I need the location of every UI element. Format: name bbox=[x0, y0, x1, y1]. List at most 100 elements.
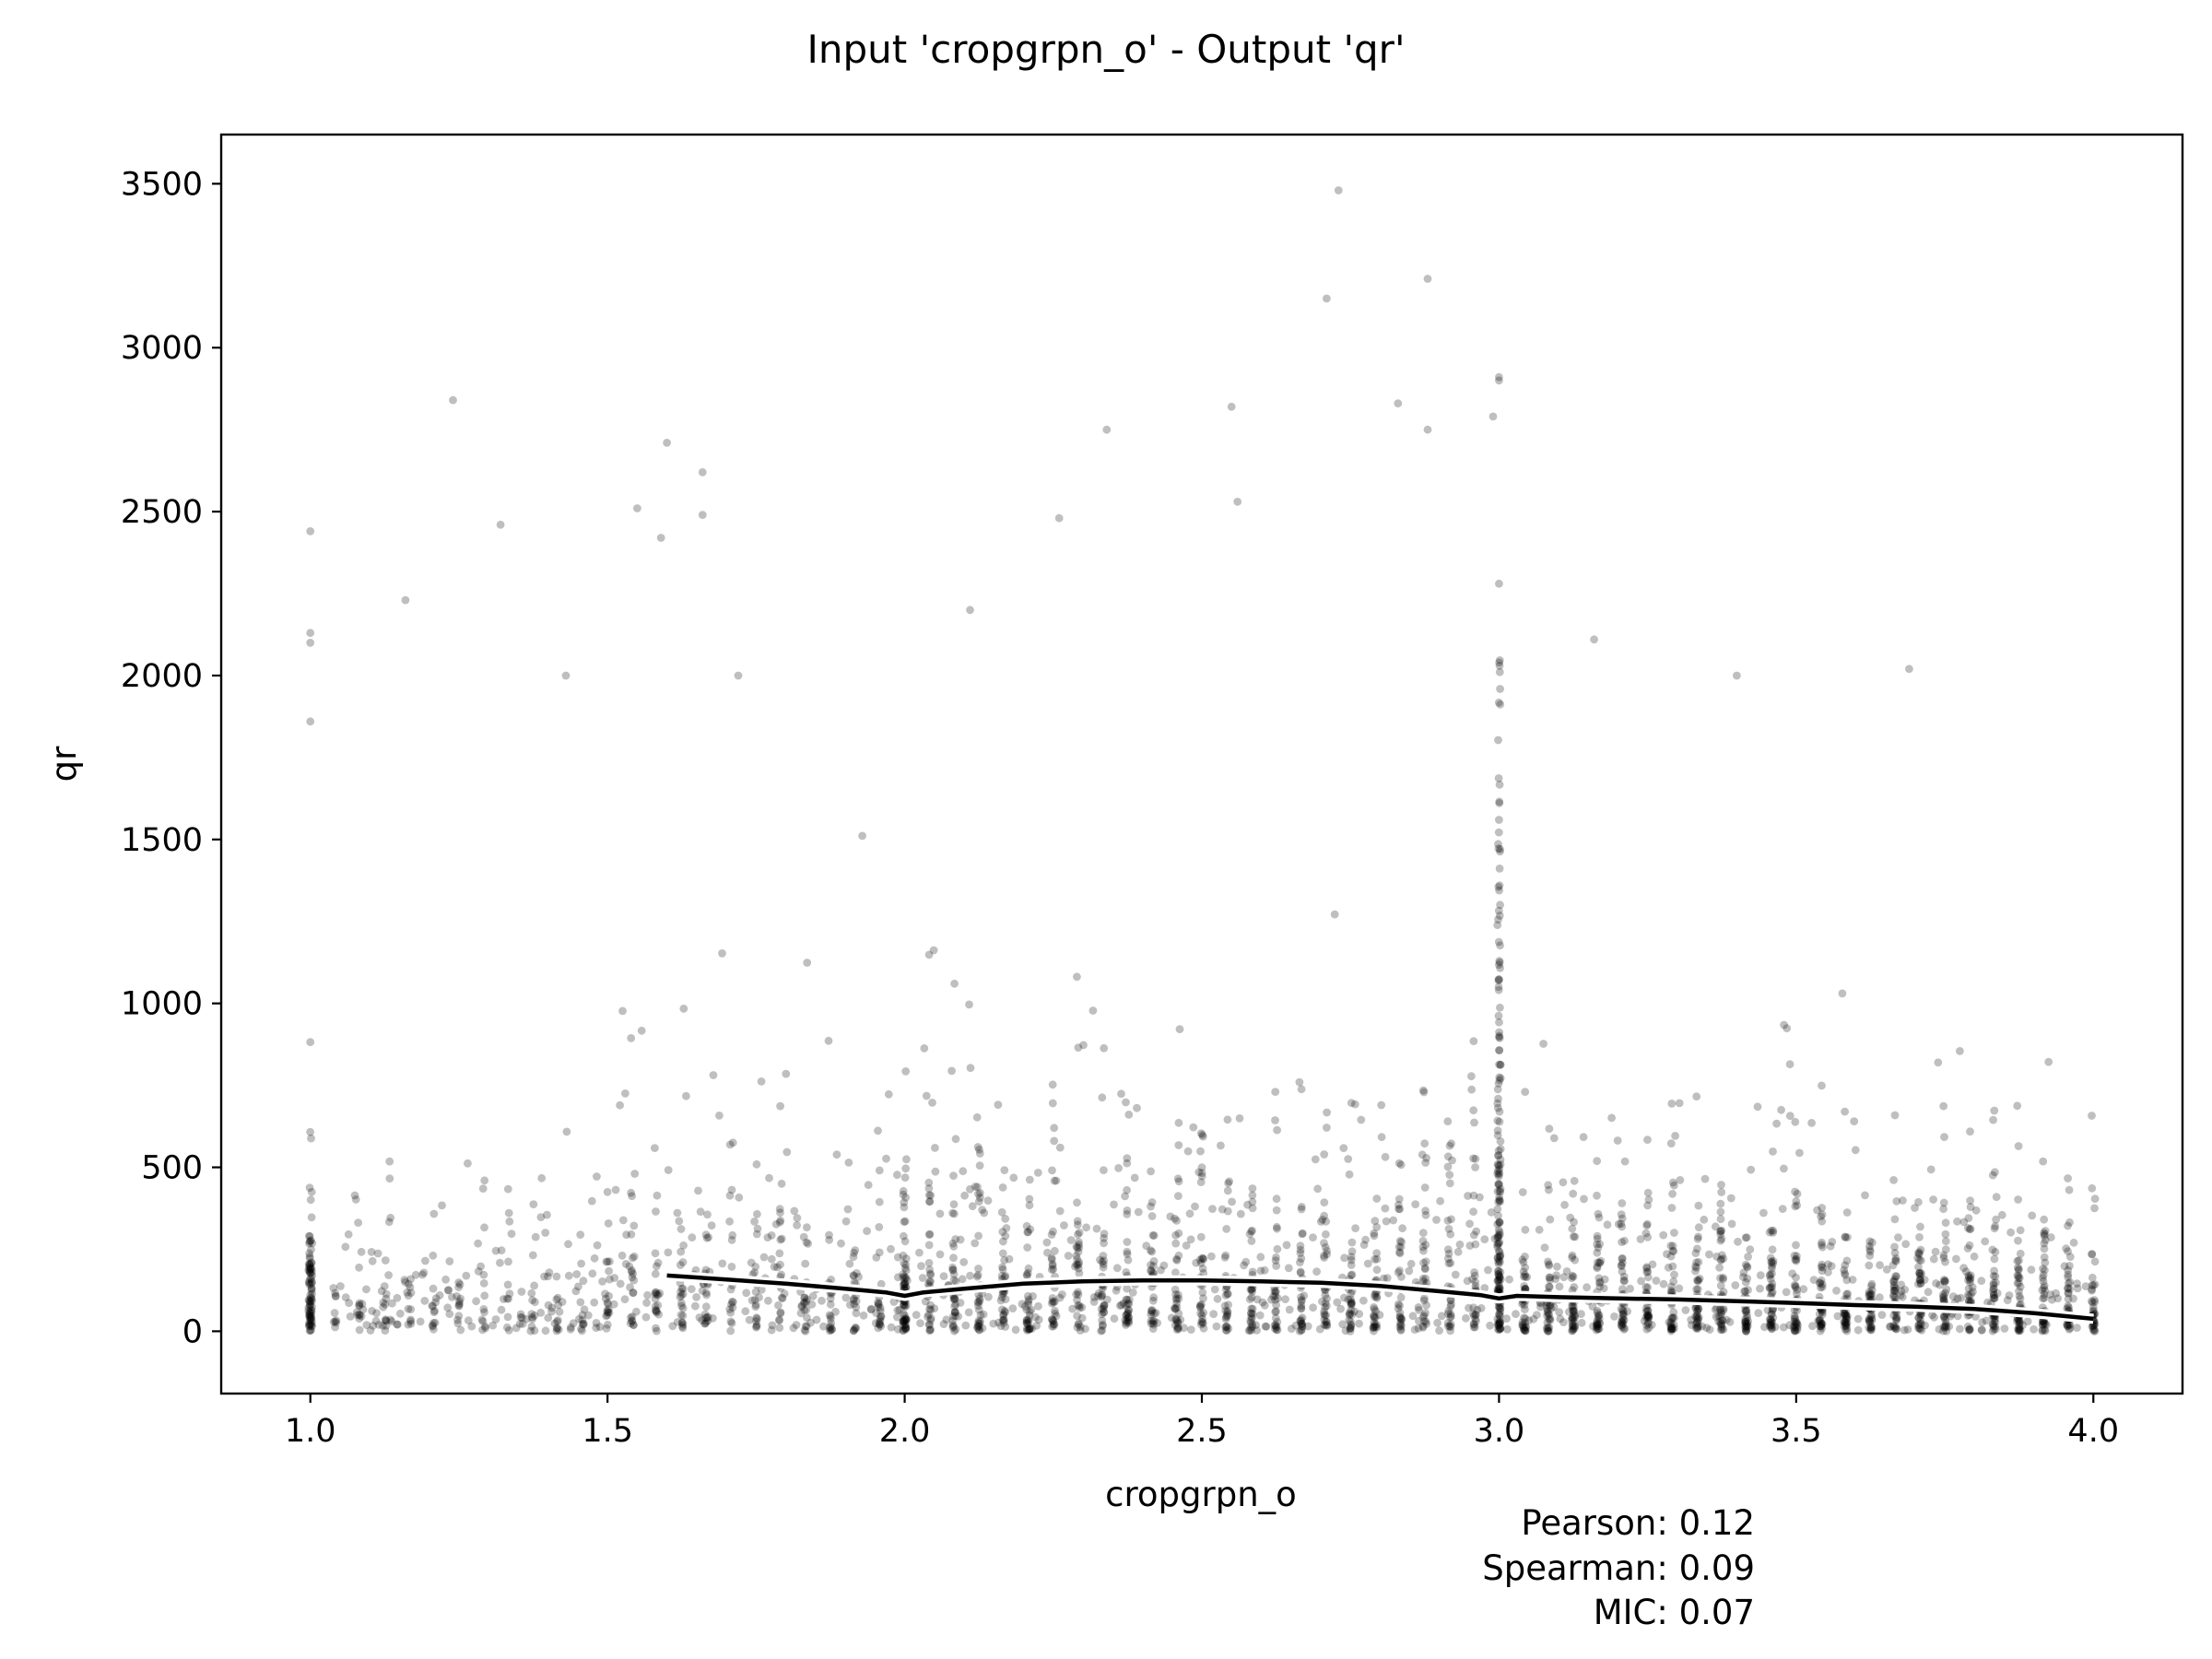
scatter-point bbox=[727, 1236, 736, 1244]
scatter-point bbox=[1248, 1304, 1257, 1313]
scatter-point bbox=[803, 1313, 811, 1322]
scatter-point bbox=[1915, 1248, 1924, 1257]
scatter-point bbox=[1521, 1325, 1530, 1335]
scatter-point bbox=[1176, 1315, 1185, 1324]
scatter-point bbox=[488, 1321, 498, 1330]
scatter-point bbox=[1099, 1260, 1108, 1268]
scatter-point bbox=[1666, 1139, 1676, 1147]
scatter-point bbox=[767, 1231, 776, 1240]
scatter-point bbox=[536, 1213, 546, 1221]
scatter-point bbox=[1717, 1308, 1725, 1316]
scatter-point bbox=[1731, 1281, 1740, 1289]
scatter-point bbox=[547, 1307, 556, 1316]
scatter-point bbox=[1260, 1265, 1269, 1275]
scatter-point bbox=[1023, 1243, 1032, 1252]
scatter-point bbox=[859, 1311, 868, 1320]
scatter-point bbox=[1892, 1272, 1901, 1281]
mic-stat: MIC: 0.07 bbox=[1594, 1593, 1755, 1632]
scatter-point bbox=[1470, 1312, 1478, 1321]
scatter-point bbox=[306, 629, 315, 638]
scatter-point bbox=[1221, 1285, 1230, 1294]
scatter-point bbox=[1149, 1320, 1159, 1329]
scatter-point bbox=[948, 1265, 958, 1275]
scatter-point bbox=[1493, 1253, 1502, 1262]
scatter-point bbox=[893, 1324, 902, 1334]
scatter-point bbox=[2073, 1324, 2081, 1332]
scatter-point bbox=[755, 1293, 763, 1302]
scatter-point bbox=[701, 1288, 711, 1297]
scatter-point bbox=[825, 1311, 834, 1320]
scatter-point bbox=[926, 1325, 935, 1334]
scatter-point bbox=[1494, 774, 1503, 782]
scatter-point bbox=[429, 1302, 437, 1311]
scatter-point bbox=[800, 1325, 809, 1335]
scatter-point bbox=[1768, 1306, 1777, 1314]
scatter-point bbox=[602, 1324, 611, 1333]
scatter-point bbox=[480, 1223, 488, 1232]
scatter-point bbox=[1915, 1324, 1924, 1333]
scatter-point bbox=[307, 1295, 316, 1304]
scatter-point bbox=[1790, 1322, 1799, 1330]
scatter-point bbox=[553, 1293, 562, 1302]
scatter-point bbox=[1593, 1264, 1602, 1273]
scatter-point bbox=[306, 1264, 314, 1273]
scatter-point bbox=[1519, 1323, 1528, 1331]
scatter-point bbox=[1533, 1311, 1541, 1320]
y-tick-label: 0 bbox=[182, 1313, 203, 1350]
scatter-point bbox=[1370, 1229, 1379, 1238]
scatter-point bbox=[382, 1315, 390, 1324]
scatter-point bbox=[1217, 1141, 1225, 1150]
scatter-point bbox=[1371, 1217, 1380, 1225]
scatter-point bbox=[1842, 1289, 1851, 1299]
scatter-point bbox=[1570, 1307, 1579, 1316]
scatter-point bbox=[900, 1280, 909, 1289]
scatter-point bbox=[1447, 1215, 1455, 1224]
scatter-point bbox=[1739, 1268, 1748, 1277]
scatter-point bbox=[807, 1300, 817, 1309]
scatter-point bbox=[853, 1269, 861, 1277]
scatter-point bbox=[306, 639, 315, 647]
scatter-point bbox=[1123, 1238, 1132, 1246]
scatter-point bbox=[1347, 1305, 1356, 1314]
scatter-point bbox=[776, 1260, 784, 1269]
pearson-stat: Pearson: 0.12 bbox=[1521, 1503, 1755, 1543]
scatter-point bbox=[984, 1292, 993, 1301]
scatter-point bbox=[503, 1184, 512, 1194]
scatter-point bbox=[1618, 1238, 1626, 1246]
x-tick-label: 2.0 bbox=[879, 1413, 931, 1450]
scatter-point bbox=[1865, 1290, 1874, 1299]
scatter-point bbox=[1171, 1304, 1180, 1313]
scatter-point bbox=[2030, 1324, 2039, 1334]
scatter-point bbox=[691, 1265, 700, 1275]
scatter-point bbox=[999, 1312, 1008, 1320]
scatter-point bbox=[1865, 1288, 1874, 1297]
scatter-point bbox=[871, 1319, 880, 1327]
scatter-point bbox=[2039, 1265, 2047, 1273]
scatter-point bbox=[2016, 1249, 2025, 1258]
scatter-point bbox=[1843, 1233, 1852, 1241]
scatter-point bbox=[959, 1167, 968, 1176]
scatter-point bbox=[1174, 1309, 1183, 1318]
scatter-point bbox=[1496, 1257, 1504, 1266]
scatter-point bbox=[1568, 1286, 1577, 1295]
scatter-point bbox=[1446, 1323, 1455, 1331]
scatter-point bbox=[1939, 1295, 1948, 1304]
scatter-point bbox=[752, 1321, 761, 1330]
scatter-point bbox=[1446, 1259, 1455, 1267]
scatter-point bbox=[837, 1239, 845, 1248]
scatter-point bbox=[350, 1191, 359, 1200]
scatter-point bbox=[1544, 1257, 1552, 1266]
scatter-point bbox=[1618, 1306, 1627, 1314]
scatter-point bbox=[1914, 1263, 1923, 1272]
scatter-point bbox=[1166, 1212, 1175, 1221]
scatter-point bbox=[1396, 1160, 1406, 1170]
scatter-point bbox=[895, 1305, 904, 1314]
scatter-point bbox=[801, 1326, 810, 1335]
scatter-point bbox=[703, 1210, 712, 1219]
scatter-point bbox=[306, 1290, 314, 1300]
scatter-point bbox=[827, 1276, 836, 1284]
scatter-point bbox=[336, 1282, 345, 1290]
scatter-point bbox=[1494, 915, 1502, 924]
scatter-point bbox=[1096, 1255, 1104, 1265]
scatter-point bbox=[1643, 1283, 1653, 1292]
